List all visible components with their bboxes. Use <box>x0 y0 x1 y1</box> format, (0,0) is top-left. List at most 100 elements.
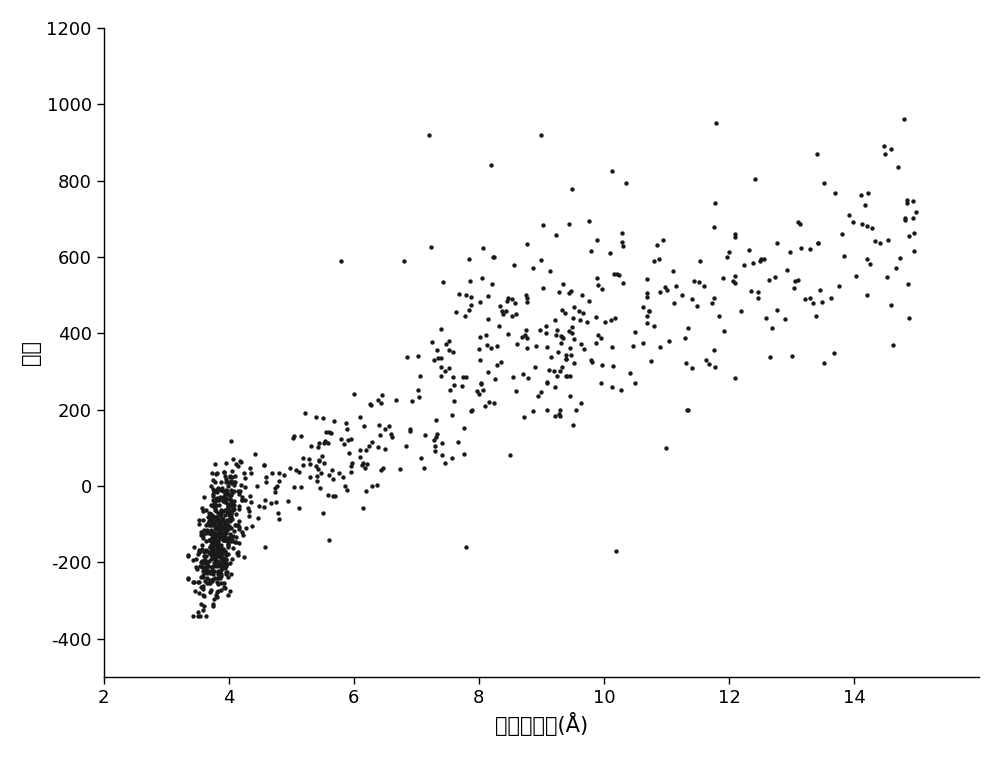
Point <box>581 295 597 307</box>
Point <box>437 457 453 469</box>
Point <box>520 372 536 384</box>
Point <box>311 456 327 468</box>
Point <box>210 572 226 584</box>
Point <box>217 522 233 534</box>
Point <box>217 534 233 546</box>
Point <box>331 467 347 479</box>
Point <box>901 312 917 324</box>
Point <box>210 482 226 494</box>
Point <box>222 528 238 540</box>
Point <box>515 368 531 380</box>
Point <box>361 440 377 452</box>
Point <box>185 554 201 566</box>
Point <box>202 546 218 558</box>
Point <box>493 356 509 368</box>
Point <box>222 469 238 481</box>
Point <box>211 569 227 581</box>
Point <box>211 521 227 533</box>
Point <box>238 522 254 534</box>
Point <box>602 247 618 259</box>
Point <box>590 279 606 291</box>
Point <box>214 481 230 494</box>
Point <box>196 525 212 537</box>
Point <box>399 351 415 363</box>
Point <box>708 117 724 129</box>
Point <box>221 489 237 501</box>
Point <box>584 356 600 368</box>
Point <box>212 526 228 538</box>
Point <box>211 540 227 553</box>
Point <box>210 543 226 555</box>
Point <box>189 562 205 575</box>
Point <box>207 529 223 541</box>
Point <box>433 370 449 382</box>
Point <box>224 487 240 499</box>
Point <box>225 542 241 554</box>
Point <box>226 503 242 515</box>
Point <box>204 547 220 559</box>
Point <box>854 218 870 230</box>
Point <box>352 410 368 422</box>
Point <box>268 496 284 508</box>
Point <box>383 428 399 440</box>
Point <box>211 558 227 570</box>
Point <box>204 515 220 527</box>
Point <box>484 279 500 291</box>
Point <box>686 275 702 287</box>
Point <box>227 475 243 488</box>
Point <box>209 492 225 504</box>
Point <box>908 206 924 218</box>
Point <box>223 507 239 519</box>
Point <box>204 545 220 557</box>
Point <box>458 288 474 301</box>
Point <box>218 527 234 539</box>
Point <box>486 251 502 263</box>
Point <box>316 437 332 449</box>
Point <box>203 539 219 551</box>
Point <box>217 546 233 558</box>
Point <box>241 505 257 517</box>
Point <box>561 325 577 337</box>
Point <box>483 342 499 354</box>
Point <box>605 360 621 372</box>
Point <box>879 271 895 283</box>
Point <box>195 557 211 569</box>
Point <box>793 242 809 254</box>
Point <box>210 542 226 554</box>
Point <box>769 304 785 316</box>
Point <box>207 458 223 470</box>
Point <box>859 253 875 265</box>
Point <box>205 569 221 581</box>
Point <box>480 313 496 326</box>
Point <box>583 354 599 366</box>
Point <box>202 576 218 588</box>
Point <box>219 514 235 526</box>
Point <box>215 512 231 525</box>
Point <box>777 313 793 325</box>
Point <box>579 316 595 328</box>
Point <box>539 341 555 354</box>
Point <box>525 404 541 416</box>
Point <box>325 490 341 502</box>
Point <box>208 514 224 526</box>
Point <box>444 409 460 421</box>
Point <box>539 375 555 388</box>
Point <box>213 577 229 589</box>
Point <box>209 529 225 541</box>
Point <box>231 521 247 533</box>
Point <box>180 550 196 562</box>
Point <box>205 528 221 540</box>
Point <box>210 565 226 577</box>
Point <box>200 559 216 572</box>
Point <box>195 580 211 592</box>
Point <box>550 346 566 358</box>
Point <box>519 341 535 354</box>
Point <box>212 509 228 521</box>
Point <box>561 287 577 299</box>
Point <box>199 572 215 584</box>
Point <box>613 385 629 397</box>
Point <box>525 262 541 274</box>
Point <box>191 514 207 526</box>
Point <box>221 534 237 546</box>
Point <box>223 475 239 488</box>
